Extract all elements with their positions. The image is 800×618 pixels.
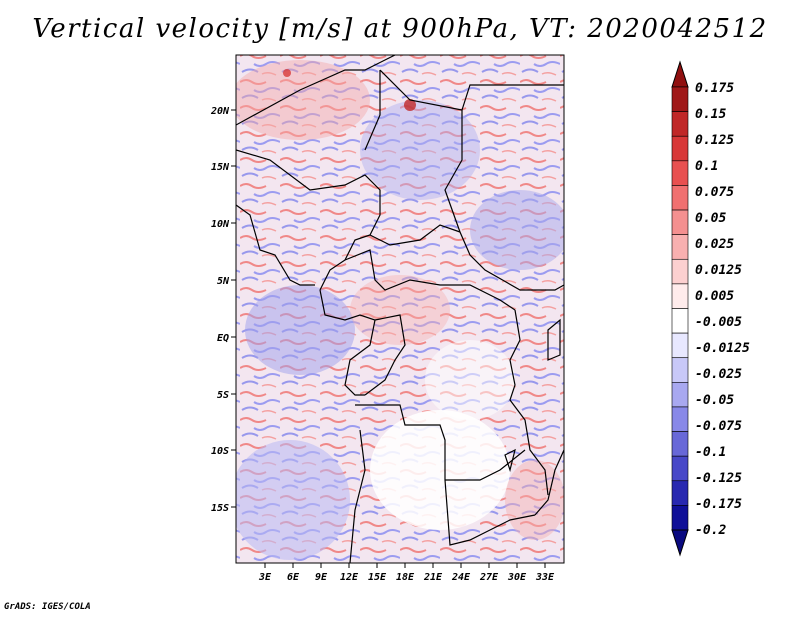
colorbar-swatch xyxy=(671,382,689,408)
colorbar-label: 0.005 xyxy=(695,289,734,304)
colorbar-label: 0.125 xyxy=(695,133,734,148)
colorbar-label: -0.1 xyxy=(695,445,726,460)
colorbar-label: 0.05 xyxy=(695,211,726,226)
colorbar-label: 0.175 xyxy=(695,81,734,96)
colorbar-swatch xyxy=(671,258,689,285)
colorbar-top-cap xyxy=(671,60,689,88)
colorbar-swatch xyxy=(671,455,689,482)
colorbar-label: 0.1 xyxy=(695,159,718,174)
colorbar-label: 0.025 xyxy=(695,237,734,252)
lat-label: 10S xyxy=(211,446,229,457)
colorbar-label: -0.2 xyxy=(695,523,726,538)
lat-label: EQ xyxy=(217,333,229,344)
colorbar-swatch xyxy=(671,505,689,531)
lat-label: 20N xyxy=(210,106,230,117)
colorbar-label: 0.075 xyxy=(695,185,734,200)
lat-label: 5S xyxy=(217,390,229,401)
colorbar-swatch xyxy=(671,209,689,235)
lat-label: 15S xyxy=(211,503,229,514)
colorbar-label: -0.05 xyxy=(695,393,734,408)
map-frame xyxy=(235,54,565,564)
lon-label: 6E xyxy=(287,572,300,583)
lon-label: 21E xyxy=(423,572,443,583)
colorbar-swatch xyxy=(671,111,689,137)
colorbar-swatch xyxy=(671,135,689,162)
country-borders xyxy=(236,55,564,563)
lon-label: 12E xyxy=(340,572,359,583)
colorbar-swatch xyxy=(671,480,689,506)
colorbar-swatch xyxy=(671,185,689,211)
colorbar-label: 0.0125 xyxy=(695,263,742,278)
footer-credit: GrADS: IGES/COLA xyxy=(4,602,91,612)
colorbar-label: -0.175 xyxy=(695,497,742,512)
colorbar-label: -0.025 xyxy=(695,367,742,382)
lat-label: 15N xyxy=(211,162,230,173)
velocity-field xyxy=(236,55,564,563)
colorbar-swatch xyxy=(671,431,689,457)
lon-axis: 3E 6E 9E 12E 15E 18E 21E 24E 27E 30E 33E xyxy=(258,563,555,583)
colorbar-swatches xyxy=(671,86,689,531)
colorbar-swatch xyxy=(671,332,689,359)
lon-label: 24E xyxy=(451,572,471,583)
colorbar-label: -0.005 xyxy=(695,315,742,330)
colorbar-label: -0.125 xyxy=(695,471,742,486)
lon-label: 18E xyxy=(396,572,415,583)
chart-title: Vertical velocity [m/s] at 900hPa, VT: 2… xyxy=(32,14,768,44)
colorbar-label: -0.0125 xyxy=(695,341,750,356)
lat-axis: 20N 15N 10N 5N EQ 5S 10S 15S xyxy=(210,106,236,514)
colorbar-swatch xyxy=(671,283,689,309)
lon-label: 30E xyxy=(507,572,527,583)
colorbar-swatch xyxy=(671,86,689,112)
colorbar-swatch xyxy=(671,160,689,186)
colorbar-swatch xyxy=(671,308,689,334)
colorbar-swatch xyxy=(671,234,689,260)
lon-label: 15E xyxy=(368,572,387,583)
colorbar-swatch xyxy=(671,357,689,383)
colorbar-swatch xyxy=(671,406,689,432)
colorbar: 0.175 0.15 0.125 0.1 0.075 0.05 0.025 0.… xyxy=(671,60,750,557)
colorbar-label: -0.075 xyxy=(695,419,742,434)
lat-label: 5N xyxy=(217,276,230,287)
lat-label: 10N xyxy=(211,219,230,230)
lon-label: 3E xyxy=(258,572,272,583)
colorbar-bottom-cap xyxy=(671,529,689,557)
lon-label: 9E xyxy=(315,572,328,583)
colorbar-label: 0.15 xyxy=(695,107,726,122)
lon-label: 33E xyxy=(535,572,555,583)
lon-label: 27E xyxy=(479,572,499,583)
